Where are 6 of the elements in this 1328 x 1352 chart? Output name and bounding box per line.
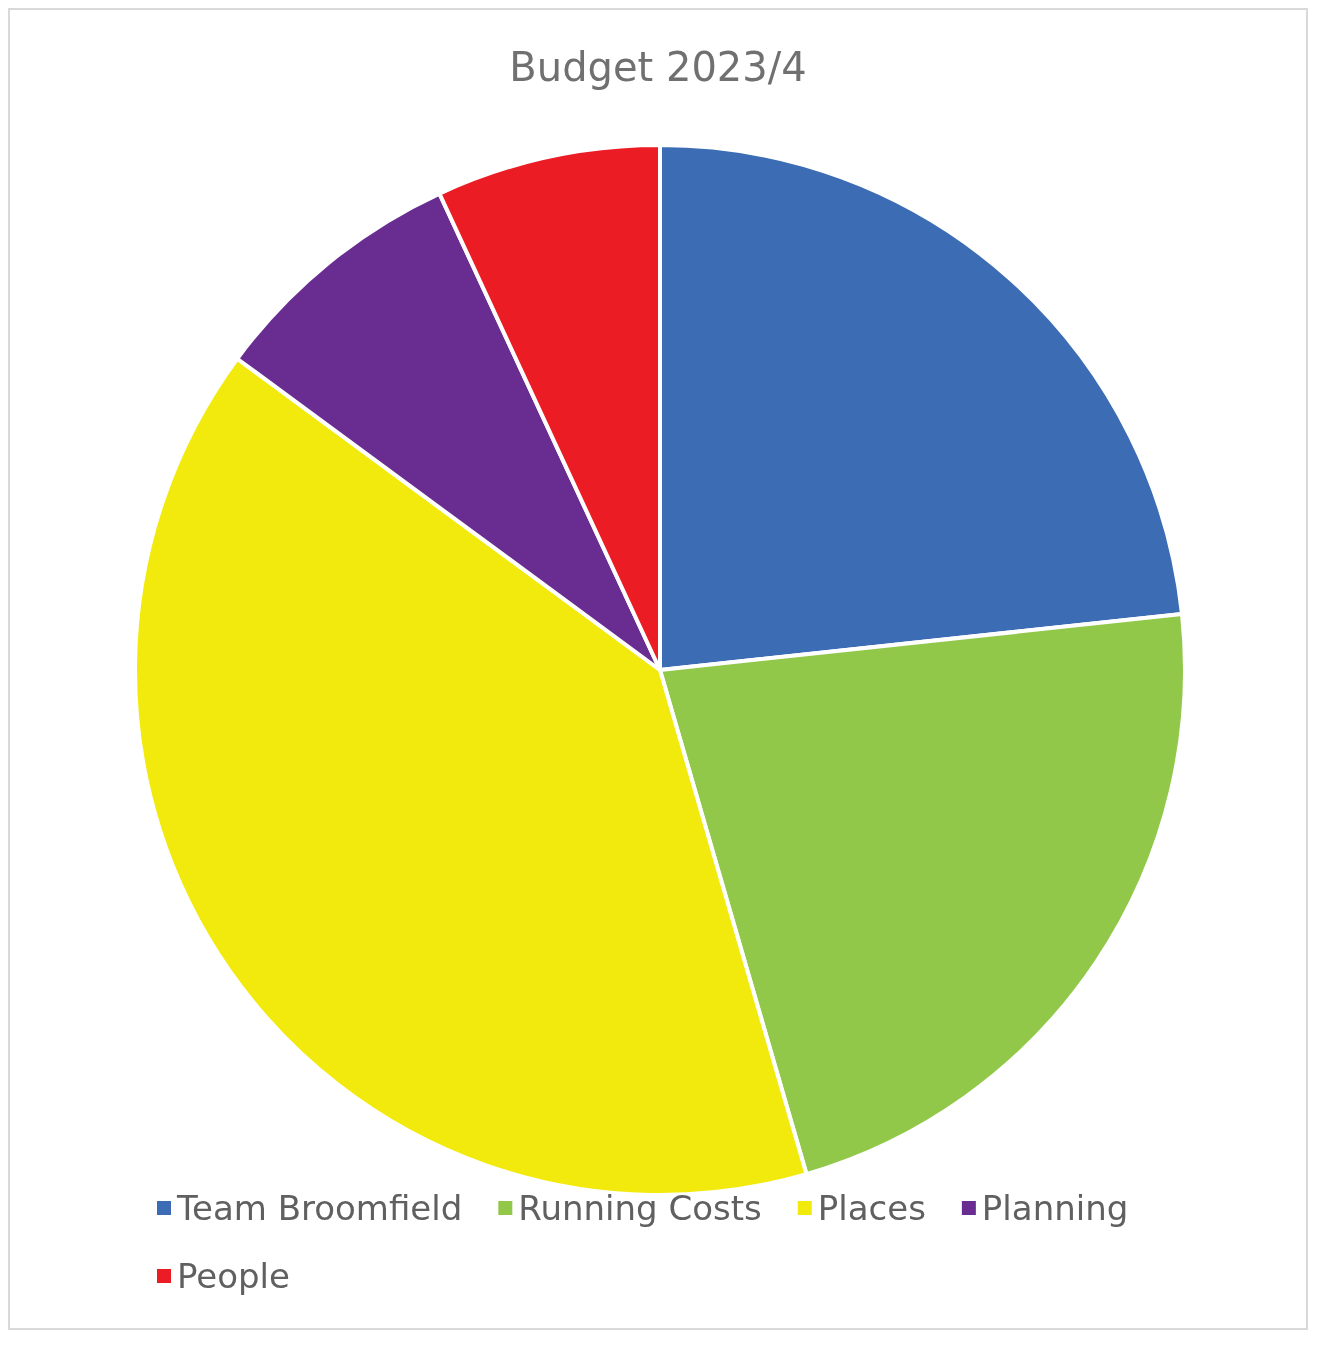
legend-label: Planning	[981, 1188, 1129, 1228]
legend-label: Places	[817, 1188, 926, 1228]
legend-label: People	[177, 1256, 290, 1296]
chart-title: Budget 2023/4	[509, 44, 807, 90]
legend-label: Running Costs	[518, 1188, 762, 1228]
legend-label: Team Broomfield	[176, 1188, 463, 1228]
